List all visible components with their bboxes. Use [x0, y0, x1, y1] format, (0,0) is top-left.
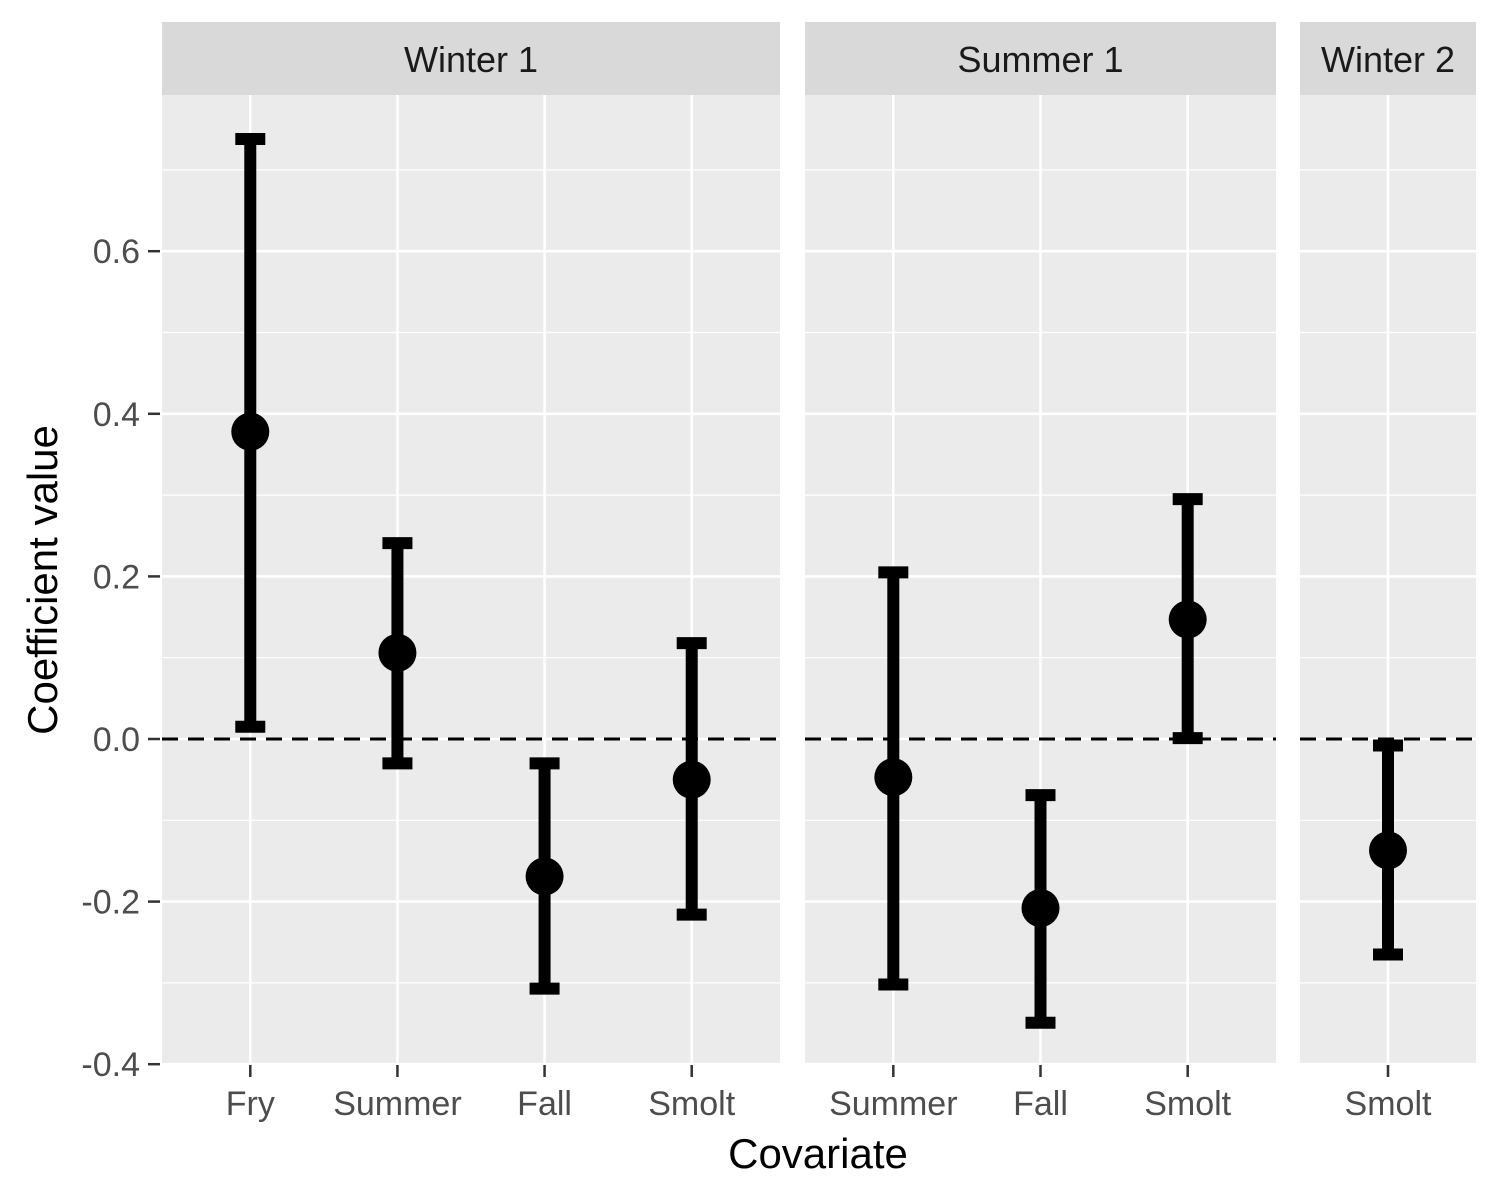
estimate-point: [1168, 600, 1207, 639]
y-tick-label: 0.0: [93, 721, 140, 759]
estimate-point: [1021, 889, 1060, 928]
x-tick-label: Summer: [829, 1085, 957, 1123]
estimate-point: [1369, 831, 1407, 870]
y-tick-label: 0.4: [93, 396, 140, 434]
panel-background: [162, 95, 780, 1065]
facet-winter-2: Winter 2 Smolt: [1300, 22, 1476, 1123]
estimate-point: [672, 760, 711, 799]
estimate-point: [231, 412, 270, 451]
facet-strip-label: Winter 2: [1321, 39, 1455, 80]
x-tick-label: Summer: [333, 1085, 461, 1123]
y-axis-title: Coefficient value: [19, 425, 66, 735]
x-tick-label: Fall: [1013, 1085, 1068, 1123]
x-tick-label: Smolt: [1345, 1085, 1432, 1123]
x-tick-label: Fall: [517, 1085, 572, 1123]
estimate-point: [525, 857, 564, 896]
y-tick-label: -0.2: [81, 884, 140, 922]
facet-winter-1: Winter 1 Fry Summer Fall Smolt: [162, 22, 780, 1123]
facet-strip: [162, 22, 780, 95]
facet-strip-label: Summer 1: [957, 39, 1123, 80]
facet-strip-label: Winter 1: [404, 39, 538, 80]
x-axis-title: Covariate: [728, 1130, 908, 1177]
y-tick-label: 0.2: [93, 558, 140, 596]
facet-summer-1: Summer 1 Summer Fall Smolt: [805, 22, 1276, 1123]
x-tick-label: Fry: [226, 1085, 275, 1123]
y-tick-label: -0.4: [81, 1046, 140, 1084]
facet-strip: [1300, 22, 1476, 95]
x-tick-label: Smolt: [1144, 1085, 1231, 1123]
y-axis: -0.4 -0.2 0.0 0.2 0.4 0.6: [81, 233, 160, 1084]
y-tick-label: 0.6: [93, 233, 140, 271]
x-tick-label: Smolt: [648, 1085, 735, 1123]
estimate-point: [874, 758, 913, 797]
estimate-point: [378, 633, 417, 672]
facet-strip: [805, 22, 1276, 95]
